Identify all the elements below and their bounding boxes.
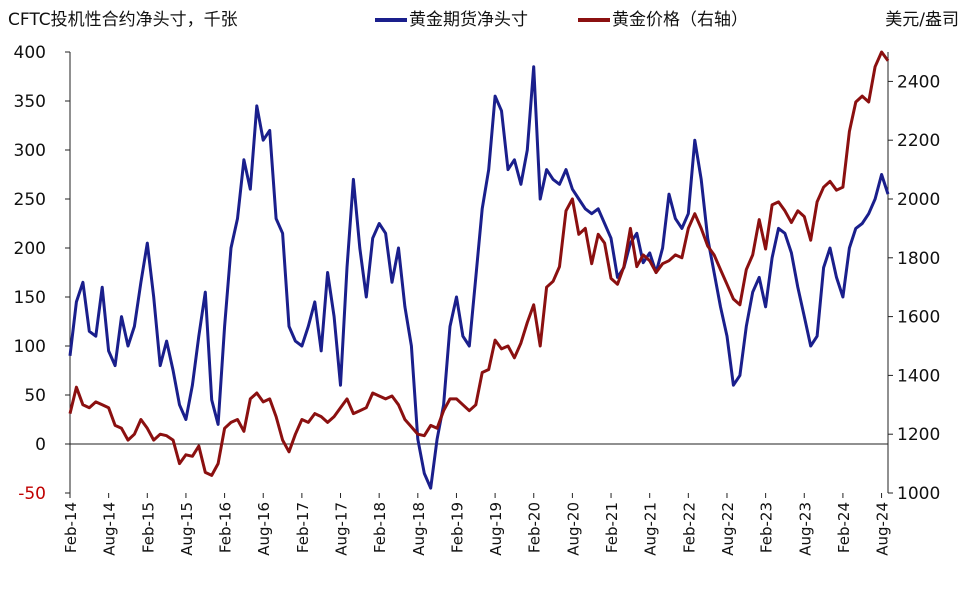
x-tick-label: Aug-23 xyxy=(796,502,814,556)
legend-net-long-swatch xyxy=(375,18,407,22)
right-tick-label: 2400 xyxy=(897,72,940,92)
right-tick-label: 1400 xyxy=(897,366,940,386)
left-tick-label: 0 xyxy=(35,435,46,455)
right-tick-label: 1800 xyxy=(897,249,940,269)
x-tick-label: Feb-14 xyxy=(62,502,80,553)
x-tick-label: Aug-24 xyxy=(874,502,892,556)
price-series-line xyxy=(68,50,890,477)
legend-price[interactable]: 黄金价格（右轴） xyxy=(578,5,748,30)
x-tick-label: Aug-17 xyxy=(333,502,351,556)
left-tick-label: 50 xyxy=(24,386,46,406)
x-tick-label: Feb-17 xyxy=(294,502,312,553)
x-tick-label: Aug-16 xyxy=(255,502,273,556)
right-tick-label: 2000 xyxy=(897,190,940,210)
x-tick-label: Aug-15 xyxy=(178,502,196,556)
x-tick-label: Feb-24 xyxy=(835,502,853,553)
x-tick-label: Aug-22 xyxy=(719,502,737,556)
left-tick-label: -50 xyxy=(18,484,46,504)
right-axis-unit: 美元/盎司 xyxy=(885,10,959,30)
x-tick-label: Aug-19 xyxy=(487,502,505,556)
x-tick-label: Aug-21 xyxy=(642,502,660,556)
legend-price-swatch xyxy=(578,18,610,22)
left-tick-label: 350 xyxy=(14,92,46,112)
net-long-series-line xyxy=(68,65,890,490)
x-tick-label: Feb-23 xyxy=(758,502,776,553)
left-tick-label: 200 xyxy=(14,239,46,259)
left-tick-label: 150 xyxy=(14,288,46,308)
left-tick-label: 250 xyxy=(14,190,46,210)
x-tick-label: Feb-18 xyxy=(371,502,389,553)
x-tick-label: Feb-22 xyxy=(680,502,698,553)
x-tick-label: Feb-21 xyxy=(603,502,621,553)
right-tick-label: 1600 xyxy=(897,308,940,328)
left-axis-title: CFTC投机性合约净头寸，千张 xyxy=(8,10,238,30)
left-tick-label: 300 xyxy=(14,141,46,161)
x-tick-label: Feb-16 xyxy=(217,502,235,553)
x-tick-label: Aug-20 xyxy=(564,502,582,556)
right-tick-label: 1000 xyxy=(897,484,940,504)
right-tick-label: 1200 xyxy=(897,425,940,445)
right-tick-label: 2200 xyxy=(897,131,940,151)
x-tick-label: Feb-19 xyxy=(448,502,466,553)
legend-price-label: 黄金价格（右轴） xyxy=(612,10,748,30)
legend-net-long[interactable]: 黄金期货净头寸 xyxy=(375,5,528,30)
x-tick-label: Feb-15 xyxy=(139,502,157,553)
x-tick-label: Aug-14 xyxy=(101,502,119,556)
left-tick-label: 100 xyxy=(14,337,46,357)
left-tick-label: 400 xyxy=(14,43,46,63)
legend-net-long-label: 黄金期货净头寸 xyxy=(409,10,528,30)
x-tick-label: Feb-20 xyxy=(526,502,544,553)
x-tick-label: Aug-18 xyxy=(410,502,428,556)
